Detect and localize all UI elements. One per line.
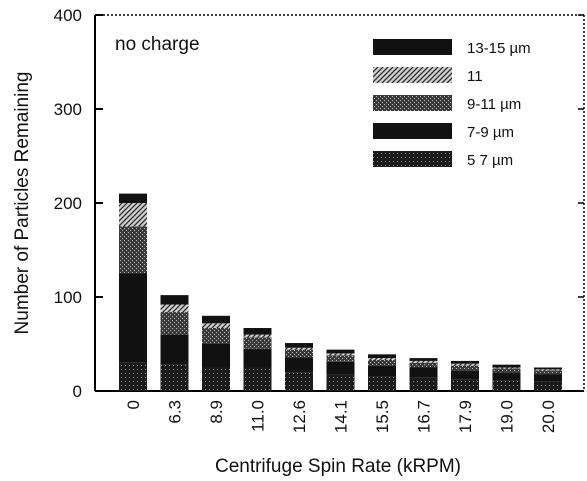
bar-segment <box>492 364 521 368</box>
bar-segment <box>285 347 313 350</box>
bar-segment <box>409 377 438 391</box>
bar-segment <box>119 273 147 363</box>
bar-segment <box>451 360 479 364</box>
bar-segment <box>492 367 521 369</box>
x-axis-title: Centrifuge Spin Rate (kRPM) <box>215 456 461 477</box>
bar-segment <box>534 374 562 382</box>
bar-segment <box>202 328 230 344</box>
bar-segment <box>409 360 438 363</box>
bar-segment <box>409 362 438 368</box>
bar-segment <box>451 370 479 380</box>
bar-segment <box>326 353 355 356</box>
y-axis-title: Number of Particles Remaining <box>12 72 33 335</box>
bar-segment <box>534 370 562 375</box>
x-tick-label: 20.0 <box>539 400 558 433</box>
x-tick-label: 16.7 <box>415 400 434 433</box>
legend-label: 7-9 µm <box>467 124 514 141</box>
legend-swatch <box>373 67 452 83</box>
bar-segment <box>119 193 147 203</box>
bar-segment <box>119 226 147 274</box>
bar-segment <box>160 334 189 365</box>
y-tick-label: 0 <box>73 382 82 401</box>
bar-segment <box>160 364 189 391</box>
x-tick-label: 0 <box>124 400 143 409</box>
bar-segment <box>243 367 272 391</box>
bar-segment <box>326 374 355 391</box>
legend-swatch <box>373 151 452 167</box>
bar-segment <box>534 367 562 370</box>
legend: 13-15 µm 11 9-11 µm 7-9 µm 5 7 µm <box>373 39 531 169</box>
bar-segment <box>368 365 396 377</box>
x-tick-label: 6.3 <box>166 400 185 424</box>
x-tick-label: 19.0 <box>498 400 517 433</box>
x-tick-label: 12.6 <box>290 400 309 433</box>
no-charge-annotation: no charge <box>115 34 200 55</box>
x-tick-label: 14.1 <box>332 400 351 433</box>
bar-segment <box>451 365 479 371</box>
bar-segment <box>368 358 396 360</box>
legend-label: 5 7 µm <box>467 152 513 169</box>
legend-label: 11 <box>467 68 483 85</box>
bar-segment <box>202 323 230 329</box>
bar-segment <box>492 372 521 381</box>
bar-segment <box>451 379 479 391</box>
bar-segment <box>119 203 147 227</box>
bar-segment <box>160 312 189 335</box>
bar-segment <box>326 355 355 362</box>
bar-segment <box>285 357 313 373</box>
bar-segment <box>534 381 562 391</box>
bar-segment <box>160 304 189 313</box>
x-tick-label: 17.9 <box>456 400 475 433</box>
bar-segment <box>160 295 189 305</box>
bar-segment <box>492 380 521 391</box>
bar-segment <box>368 376 396 391</box>
x-tick-label: 11.0 <box>249 400 268 432</box>
bar-segment <box>534 369 562 371</box>
bar-segment <box>285 349 313 358</box>
bar-segment <box>368 354 396 359</box>
legend-swatch <box>373 123 452 139</box>
bar-segment <box>285 343 313 348</box>
y-tick-label: 300 <box>54 100 82 119</box>
bar-segment <box>409 367 438 378</box>
bar-segment <box>202 315 230 324</box>
legend-label: 13-15 µm <box>467 40 531 57</box>
y-tick-label: 400 <box>54 6 82 25</box>
bar-segment <box>243 334 272 338</box>
bar-segment <box>119 362 147 391</box>
legend-swatch <box>373 39 452 55</box>
bar-segment <box>243 337 272 349</box>
bar-segment <box>409 358 438 361</box>
x-tick-label: 15.5 <box>373 400 392 433</box>
bar-segment <box>368 359 396 366</box>
bar-segment <box>285 372 313 391</box>
bar-segment <box>326 349 355 354</box>
bar-segment <box>451 363 479 366</box>
bar-segment <box>326 361 355 375</box>
legend-label: 9-11 µm <box>467 96 521 113</box>
bar-segment <box>202 344 230 368</box>
bar-segment <box>243 348 272 368</box>
bar-segment <box>243 328 272 335</box>
x-tick-label: 8.9 <box>207 400 226 424</box>
y-tick-label: 200 <box>54 194 82 213</box>
legend-swatch <box>373 95 452 111</box>
y-tick-label: 100 <box>54 288 82 307</box>
bar-segment <box>202 367 230 391</box>
bar-segment <box>492 368 521 373</box>
